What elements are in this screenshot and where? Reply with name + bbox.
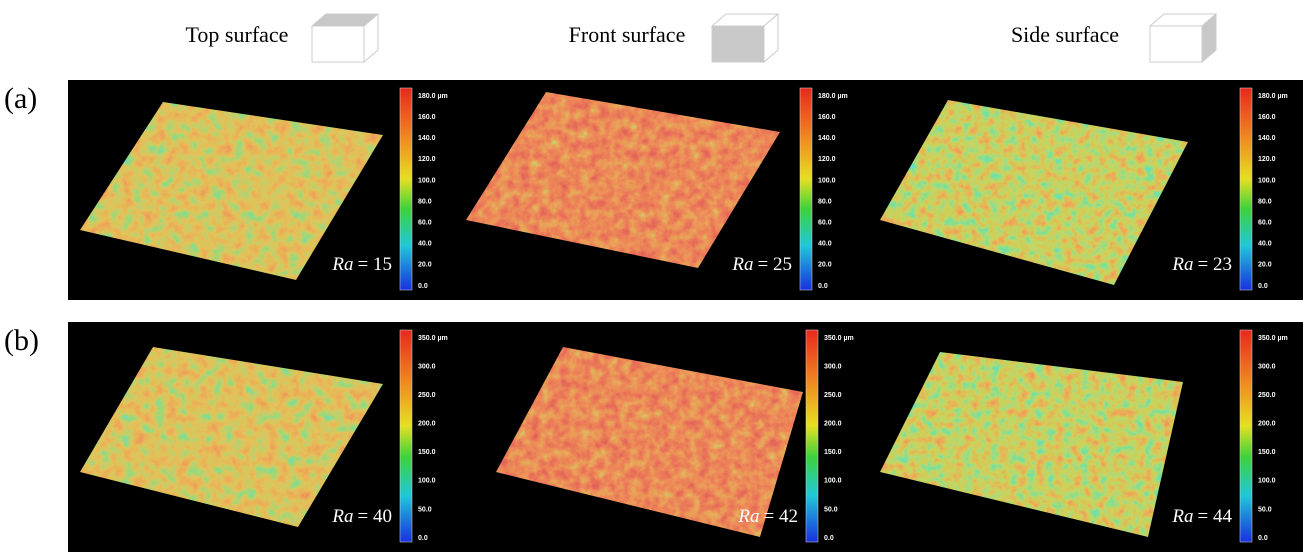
roughness-label: Ra= 15 bbox=[331, 254, 392, 275]
color-bar-label: 0.0 bbox=[824, 535, 834, 542]
roughness-value: = 23 bbox=[1198, 254, 1232, 275]
roughness-value: = 15 bbox=[358, 254, 392, 275]
color-bar-label: 150.0 bbox=[1258, 449, 1276, 456]
roughness-symbol: Ra bbox=[737, 506, 759, 527]
color-bar-label: 140.0 bbox=[418, 135, 436, 142]
color-bar bbox=[400, 330, 412, 542]
color-bar-label: 200.0 bbox=[824, 421, 842, 428]
color-bar-label: 0.0 bbox=[1258, 535, 1268, 542]
color-bar-label: 0.0 bbox=[418, 535, 428, 542]
color-bar-label: 160.0 bbox=[418, 114, 436, 121]
color-bar-label: 140.0 bbox=[1258, 135, 1276, 142]
roughness-label: Ra= 40 bbox=[331, 506, 392, 527]
column-header: Top surface bbox=[186, 22, 289, 47]
color-bar-label: 100.0 bbox=[818, 177, 836, 184]
color-bar-label: 300.0 bbox=[418, 363, 436, 370]
color-bar-label: 60.0 bbox=[418, 220, 432, 227]
roughness-value: = 40 bbox=[358, 506, 392, 527]
color-bar-label: 300.0 bbox=[824, 363, 842, 370]
color-bar-label: 350.0 µm bbox=[824, 335, 854, 342]
color-bar-label: 100.0 bbox=[824, 478, 842, 485]
color-bar-label: 20.0 bbox=[818, 262, 832, 269]
color-bar-label: 80.0 bbox=[818, 198, 832, 205]
color-bar bbox=[1240, 330, 1252, 542]
color-bar-label: 250.0 bbox=[824, 392, 842, 399]
cube-icon bbox=[1150, 14, 1216, 62]
color-bar-label: 100.0 bbox=[418, 478, 436, 485]
color-bar-label: 40.0 bbox=[418, 241, 432, 248]
row-label: (b) bbox=[4, 324, 39, 357]
color-bar-label: 100.0 bbox=[1258, 478, 1276, 485]
color-bar-label: 50.0 bbox=[1258, 506, 1272, 513]
color-bar-label: 80.0 bbox=[418, 198, 432, 205]
roughness-symbol: Ra bbox=[1171, 254, 1193, 275]
roughness-label: Ra= 23 bbox=[1171, 254, 1232, 275]
color-bar-label: 100.0 bbox=[1258, 177, 1276, 184]
color-bar-label: 150.0 bbox=[824, 449, 842, 456]
roughness-symbol: Ra bbox=[331, 506, 353, 527]
roughness-symbol: Ra bbox=[1171, 506, 1193, 527]
roughness-value: = 25 bbox=[758, 254, 792, 275]
color-bar-label: 150.0 bbox=[418, 449, 436, 456]
color-bar-label: 350.0 µm bbox=[1258, 335, 1288, 342]
color-bar-label: 40.0 bbox=[1258, 241, 1272, 248]
color-bar-label: 180.0 µm bbox=[418, 93, 448, 100]
color-bar-label: 250.0 bbox=[418, 392, 436, 399]
row-label: (a) bbox=[4, 82, 37, 115]
roughness-label: Ra= 44 bbox=[1171, 506, 1232, 527]
color-bar bbox=[1240, 88, 1252, 290]
roughness-value: = 44 bbox=[1198, 506, 1233, 527]
roughness-value: = 42 bbox=[764, 506, 798, 527]
color-bar-label: 0.0 bbox=[1258, 283, 1268, 290]
color-bar-label: 180.0 µm bbox=[818, 93, 848, 100]
color-bar bbox=[800, 88, 812, 290]
roughness-symbol: Ra bbox=[331, 254, 353, 275]
color-bar-label: 350.0 µm bbox=[418, 335, 448, 342]
color-bar-label: 60.0 bbox=[1258, 220, 1272, 227]
color-bar-label: 300.0 bbox=[1258, 363, 1276, 370]
color-bar-label: 60.0 bbox=[818, 220, 832, 227]
color-bar-label: 100.0 bbox=[418, 177, 436, 184]
color-bar-label: 140.0 bbox=[818, 135, 836, 142]
cube-front bbox=[712, 26, 764, 62]
figure: Top surface Front surface Side surface (a) 1… bbox=[0, 0, 1303, 552]
color-bar-label: 180.0 µm bbox=[1258, 93, 1288, 100]
column-header: Front surface bbox=[569, 22, 686, 47]
color-bar-label: 160.0 bbox=[818, 114, 836, 121]
color-bar bbox=[400, 88, 412, 290]
color-bar-label: 50.0 bbox=[824, 506, 838, 513]
roughness-label: Ra= 25 bbox=[731, 254, 792, 275]
color-bar-label: 50.0 bbox=[418, 506, 432, 513]
cube-front bbox=[1150, 26, 1202, 62]
color-bar-label: 0.0 bbox=[418, 283, 428, 290]
color-bar-label: 160.0 bbox=[1258, 114, 1276, 121]
roughness-symbol: Ra bbox=[731, 254, 753, 275]
color-bar-label: 80.0 bbox=[1258, 198, 1272, 205]
color-bar-label: 20.0 bbox=[1258, 262, 1272, 269]
cube-icon bbox=[312, 14, 378, 62]
color-bar bbox=[806, 330, 818, 542]
color-bar-label: 200.0 bbox=[418, 421, 436, 428]
color-bar-label: 250.0 bbox=[1258, 392, 1276, 399]
color-bar-label: 120.0 bbox=[1258, 156, 1276, 163]
color-bar-label: 40.0 bbox=[818, 241, 832, 248]
color-bar-label: 120.0 bbox=[818, 156, 836, 163]
color-bar-label: 200.0 bbox=[1258, 421, 1276, 428]
cube-front bbox=[312, 26, 364, 62]
cube-icon bbox=[712, 14, 778, 62]
color-bar-label: 20.0 bbox=[418, 262, 432, 269]
color-bar-label: 120.0 bbox=[418, 156, 436, 163]
color-bar-label: 0.0 bbox=[818, 283, 828, 290]
roughness-label: Ra= 42 bbox=[737, 506, 798, 527]
column-header: Side surface bbox=[1011, 22, 1119, 47]
